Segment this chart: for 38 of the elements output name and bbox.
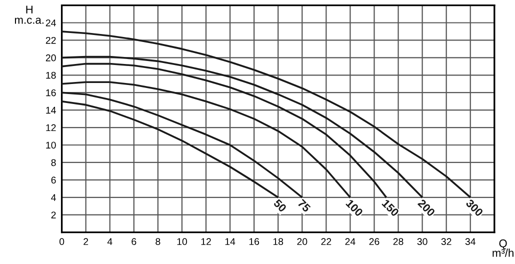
x-tick-label: 28	[393, 238, 404, 246]
y-tick-label: 12	[46, 124, 56, 132]
x-tick-label: 12	[201, 238, 211, 245]
x-tick-label: 16	[249, 238, 260, 246]
x-tick-label: 24	[345, 238, 356, 245]
y-tick-label: 24	[46, 19, 56, 26]
y-tick-label: 16	[46, 89, 56, 96]
text: 150	[382, 198, 400, 217]
x-tick-label: 2	[84, 238, 88, 245]
x-tick-label: 6	[132, 238, 136, 246]
text: 50	[273, 198, 287, 212]
x-tick-label: 4	[107, 238, 112, 245]
y-axis-title: H m.c.a.	[14, 6, 44, 24]
x-tick-label: 30	[417, 238, 428, 246]
y-tick-label: 6	[51, 176, 56, 184]
y-tick-label: 4	[51, 194, 56, 201]
text: 100	[346, 198, 364, 217]
x-tick-label: 22	[321, 238, 332, 245]
x-tick-label: 18	[273, 238, 284, 246]
x-tick-label: 20	[297, 238, 308, 246]
x-tick-label: 32	[441, 238, 452, 246]
x-tick-label: 26	[369, 238, 380, 246]
x-tick-label: 10	[177, 238, 187, 246]
text: 300	[465, 198, 484, 217]
x-tick-label: 8	[156, 238, 160, 246]
y-tick-label: 18	[46, 72, 56, 79]
y-tick-label: 2	[51, 212, 56, 218]
y-tick-label: 14	[46, 106, 56, 114]
text: 200	[417, 198, 436, 217]
y-tick-label: 10	[46, 142, 56, 149]
y-tick-label: 22	[46, 36, 56, 44]
x-tick-label: 34	[465, 238, 476, 246]
y-tick-label: 8	[51, 159, 56, 166]
x-tick-label: 14	[225, 238, 236, 245]
y-tick-label: 20	[46, 54, 56, 62]
x-tick-label: 0	[59, 238, 64, 246]
x-axis-title: Q m³/h	[492, 239, 514, 257]
text: 75	[297, 198, 311, 213]
